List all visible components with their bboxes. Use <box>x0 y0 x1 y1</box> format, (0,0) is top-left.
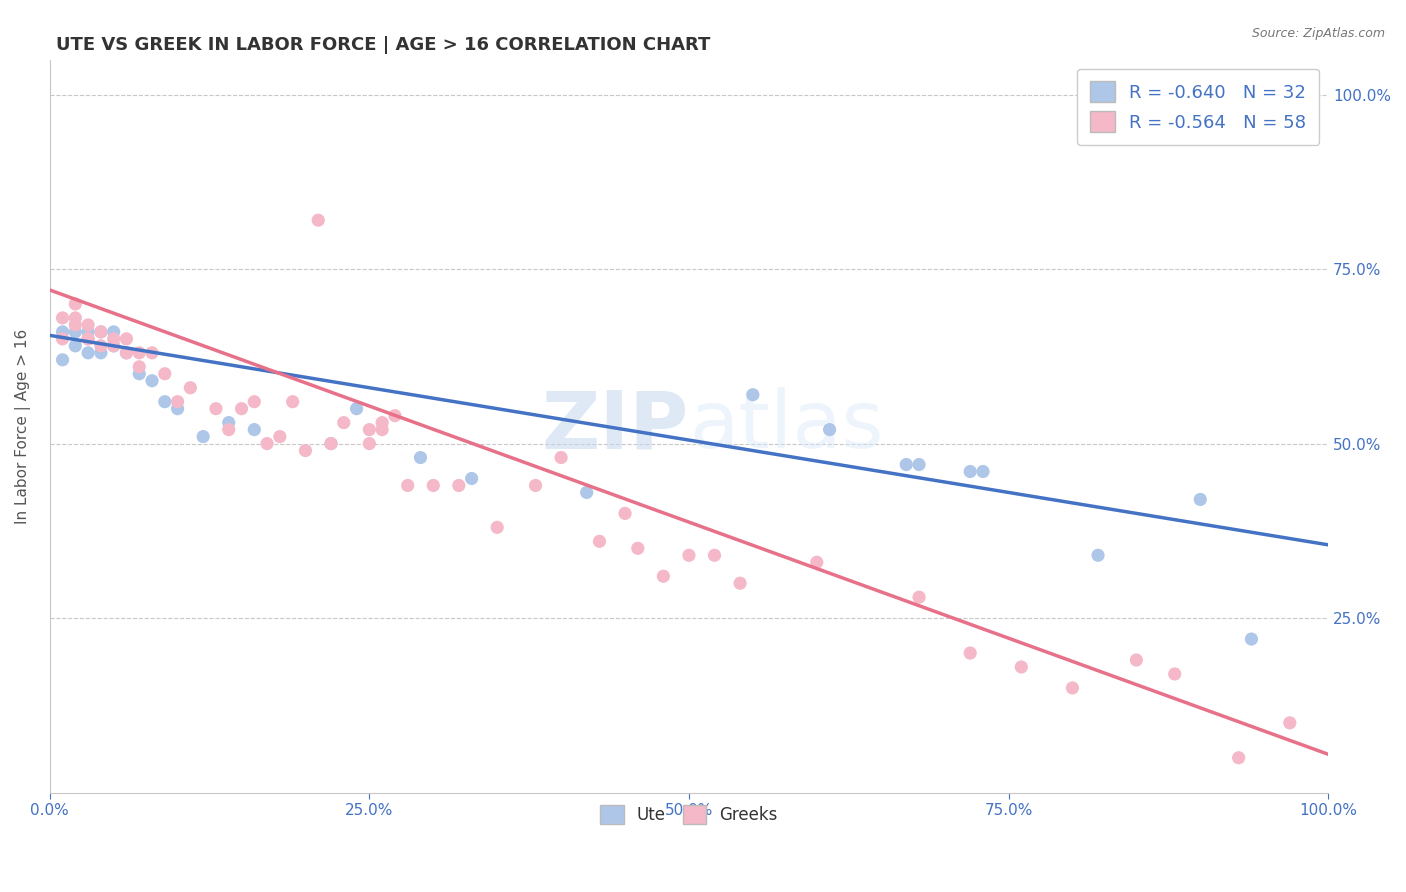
Point <box>652 569 675 583</box>
Y-axis label: In Labor Force | Age > 16: In Labor Force | Age > 16 <box>15 328 31 524</box>
Point <box>141 346 163 360</box>
Point <box>524 478 547 492</box>
Point <box>141 374 163 388</box>
Point <box>179 381 201 395</box>
Point <box>1227 750 1250 764</box>
Point <box>191 429 214 443</box>
Point <box>371 416 394 430</box>
Point <box>77 332 100 346</box>
Point <box>128 359 150 374</box>
Point <box>115 346 138 360</box>
Point <box>65 339 87 353</box>
Point <box>1010 660 1032 674</box>
Point <box>1062 681 1084 695</box>
Point <box>103 339 125 353</box>
Point <box>90 339 112 353</box>
Text: ZIP: ZIP <box>541 387 689 465</box>
Text: UTE VS GREEK IN LABOR FORCE | AGE > 16 CORRELATION CHART: UTE VS GREEK IN LABOR FORCE | AGE > 16 C… <box>56 36 710 54</box>
Point <box>51 325 73 339</box>
Point <box>1125 653 1147 667</box>
Point <box>588 534 610 549</box>
Point <box>51 310 73 325</box>
Point <box>422 478 444 492</box>
Point <box>294 443 316 458</box>
Point <box>205 401 228 416</box>
Point <box>307 213 329 227</box>
Point <box>77 332 100 346</box>
Point <box>218 416 240 430</box>
Point <box>959 646 981 660</box>
Text: atlas: atlas <box>689 387 883 465</box>
Point <box>460 471 482 485</box>
Point <box>896 458 918 472</box>
Point <box>103 325 125 339</box>
Point <box>614 507 637 521</box>
Point <box>1278 715 1301 730</box>
Point <box>115 332 138 346</box>
Point <box>65 325 87 339</box>
Point <box>90 325 112 339</box>
Point <box>243 423 266 437</box>
Point <box>1087 549 1109 563</box>
Point <box>409 450 432 465</box>
Point <box>103 339 125 353</box>
Point <box>256 436 278 450</box>
Point <box>65 318 87 332</box>
Point <box>281 394 304 409</box>
Point <box>908 458 931 472</box>
Point <box>1240 632 1263 646</box>
Point <box>65 297 87 311</box>
Point <box>166 394 188 409</box>
Point <box>319 436 342 450</box>
Point <box>575 485 598 500</box>
Point <box>153 394 176 409</box>
Point <box>396 478 419 492</box>
Point <box>90 325 112 339</box>
Point <box>550 450 572 465</box>
Point <box>90 346 112 360</box>
Point <box>77 325 100 339</box>
Point <box>627 541 650 556</box>
Point <box>447 478 470 492</box>
Point <box>153 367 176 381</box>
Point <box>1164 667 1187 681</box>
Point <box>959 465 981 479</box>
Point <box>103 332 125 346</box>
Point <box>77 346 100 360</box>
Text: Source: ZipAtlas.com: Source: ZipAtlas.com <box>1251 27 1385 40</box>
Point <box>269 429 291 443</box>
Point <box>65 310 87 325</box>
Point <box>806 555 828 569</box>
Point <box>703 549 725 563</box>
Point <box>486 520 509 534</box>
Point <box>359 436 381 450</box>
Point <box>908 590 931 604</box>
Point <box>333 416 356 430</box>
Point <box>166 401 188 416</box>
Point <box>678 549 700 563</box>
Point <box>231 401 253 416</box>
Point <box>319 436 342 450</box>
Point <box>384 409 406 423</box>
Point <box>77 318 100 332</box>
Point <box>128 346 150 360</box>
Point <box>128 367 150 381</box>
Point <box>741 388 763 402</box>
Point <box>728 576 751 591</box>
Legend: Ute, Greeks: Ute, Greeks <box>589 793 789 836</box>
Point <box>1189 492 1212 507</box>
Point <box>243 394 266 409</box>
Point <box>51 352 73 367</box>
Point <box>359 423 381 437</box>
Point <box>972 465 994 479</box>
Point <box>818 423 841 437</box>
Point <box>115 346 138 360</box>
Point <box>218 423 240 437</box>
Point <box>371 423 394 437</box>
Point <box>346 401 368 416</box>
Point <box>51 332 73 346</box>
